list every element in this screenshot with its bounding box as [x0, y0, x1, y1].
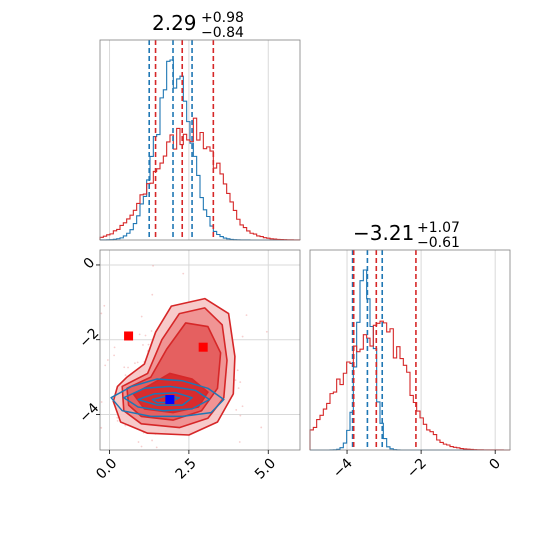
- sample-point: [127, 366, 129, 369]
- sample-point: [136, 361, 139, 364]
- sample-point: [236, 369, 239, 372]
- hist1-panel: [99, 39, 301, 241]
- sample-point: [113, 346, 116, 349]
- sample-point: [234, 379, 237, 382]
- sample-point: [235, 409, 238, 411]
- sample-point: [137, 441, 140, 443]
- sample-point: [138, 333, 141, 336]
- sample-point: [155, 446, 158, 449]
- blue-histogram-line: [99, 59, 300, 241]
- hist2-title: −3.21 +1.07 −0.61: [353, 220, 460, 251]
- y-tick-label: 0: [81, 255, 99, 273]
- blue-histogram-line: [310, 269, 510, 451]
- sample-point: [113, 354, 116, 357]
- sample-point: [151, 293, 154, 296]
- blue-contour: [151, 395, 181, 404]
- blue-contour: [110, 378, 225, 418]
- sample-point: [103, 304, 106, 307]
- sample-point: [238, 441, 241, 443]
- hist1-title-median: 2.29: [152, 11, 197, 35]
- hist2-title-minus: −0.61: [417, 235, 460, 251]
- sample-point: [106, 359, 109, 361]
- sample-point: [140, 315, 143, 318]
- hist1-title-minus: −0.84: [201, 25, 244, 41]
- x-tick-label: −4: [330, 455, 356, 481]
- sample-point: [241, 335, 244, 338]
- sample-point: [140, 445, 143, 448]
- hist2-title-plus: +1.07: [417, 220, 460, 236]
- hist2-panel: −4 −2 0: [309, 249, 511, 482]
- sample-point: [144, 334, 147, 337]
- sample-point: [100, 426, 103, 429]
- sample-point: [260, 426, 263, 429]
- sample-point: [237, 387, 240, 390]
- red-histogram-line: [99, 117, 301, 241]
- sample-point: [100, 401, 103, 403]
- x-tick-label: −2: [404, 456, 430, 482]
- sample-point: [245, 314, 248, 317]
- x-tick-label: 5.0: [252, 456, 279, 483]
- sample-point: [134, 362, 136, 365]
- red-marker: [198, 342, 208, 352]
- hist-frame: [309, 249, 511, 451]
- sample-point: [239, 414, 242, 417]
- y-tick-label: −4: [76, 400, 102, 426]
- sample-point: [124, 374, 127, 377]
- hist-frame: [99, 39, 301, 241]
- sample-point: [151, 439, 153, 442]
- x-tick-label: 0.0: [93, 456, 120, 483]
- x-tick-label: 0: [486, 456, 504, 474]
- sample-point: [239, 381, 242, 384]
- sample-point: [147, 343, 150, 346]
- sample-point: [150, 330, 153, 332]
- hist2-title-median: −3.21: [353, 221, 414, 245]
- sample-point: [265, 330, 268, 333]
- blue-marker: [165, 395, 175, 405]
- sample-point: [116, 416, 119, 419]
- sample-point: [124, 424, 127, 427]
- sample-point: [116, 419, 119, 422]
- blue-contour: [137, 392, 193, 406]
- sample-point: [241, 405, 244, 408]
- sample-point: [123, 366, 126, 369]
- hist1-title: 2.29 +0.98 −0.84: [152, 10, 244, 41]
- blue-contour: [123, 385, 211, 412]
- x-tick-label: 2.5: [173, 456, 200, 483]
- sample-point: [100, 312, 103, 315]
- red-histogram-line: [309, 320, 511, 451]
- joint-frame: [99, 249, 301, 451]
- y-tick-label: −2: [76, 325, 102, 351]
- red-marker: [124, 331, 134, 341]
- joint-panel: 0.0 2.5 5.0 −4 −2 0: [76, 249, 301, 483]
- sample-point: [142, 344, 144, 346]
- hist1-title-plus: +0.98: [201, 10, 244, 26]
- sample-point: [104, 364, 107, 367]
- sample-point: [182, 272, 185, 275]
- sample-point: [152, 264, 154, 267]
